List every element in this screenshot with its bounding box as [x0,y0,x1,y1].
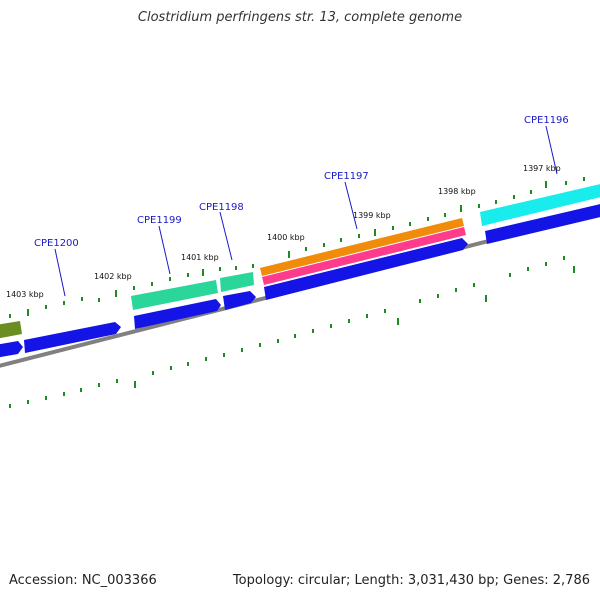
kbp-label: 1399 kbp [353,211,391,220]
cds-arrow[interactable] [134,299,221,329]
feature-orange[interactable] [260,218,464,276]
inner-ticks [9,256,575,408]
kbp-label: 1398 kbp [438,187,476,196]
cds-arrow[interactable] [24,322,121,353]
feature-cyan[interactable] [480,183,600,226]
outer-ticks [9,177,585,318]
map-title: Clostridium perfringens str. 13, complet… [137,10,463,25]
accession-text: Accession: NC_003366 [9,573,157,588]
cds-arrow[interactable] [0,341,23,358]
kbp-label: 1403 kbp [6,290,44,299]
kbp-label: 1401 kbp [181,253,219,262]
gene-label-cpe1200[interactable]: CPE1200 [34,238,79,249]
cds-arrow[interactable] [223,291,256,310]
kbp-labels: 1403 kbp 1402 kbp 1401 kbp 1400 kbp 1399… [6,164,561,299]
kbp-label: 1400 kbp [267,233,305,242]
gene-labels: CPE1200 CPE1199 CPE1198 CPE1197 CPE1196 [34,115,569,249]
gene-label-cpe1199[interactable]: CPE1199 [137,215,182,226]
gene-features-outer [0,183,600,339]
gene-label-cpe1198[interactable]: CPE1198 [199,202,244,213]
topology-text: Topology: circular; Length: 3,031,430 bp… [232,573,590,588]
kbp-label: 1397 kbp [523,164,561,173]
gene-label-cpe1196[interactable]: CPE1196 [524,115,569,126]
gene-label-cpe1197[interactable]: CPE1197 [324,171,369,182]
kbp-label: 1402 kbp [94,272,132,281]
feature-pink[interactable] [262,227,466,285]
feature-olive[interactable] [0,321,22,339]
feature-green[interactable] [131,280,218,310]
cds-arrow[interactable] [485,203,600,244]
gene-label-leaders [54,125,558,297]
feature-green[interactable] [220,272,254,292]
cds-arrow[interactable] [264,238,468,300]
cds-features-inner [0,203,600,358]
